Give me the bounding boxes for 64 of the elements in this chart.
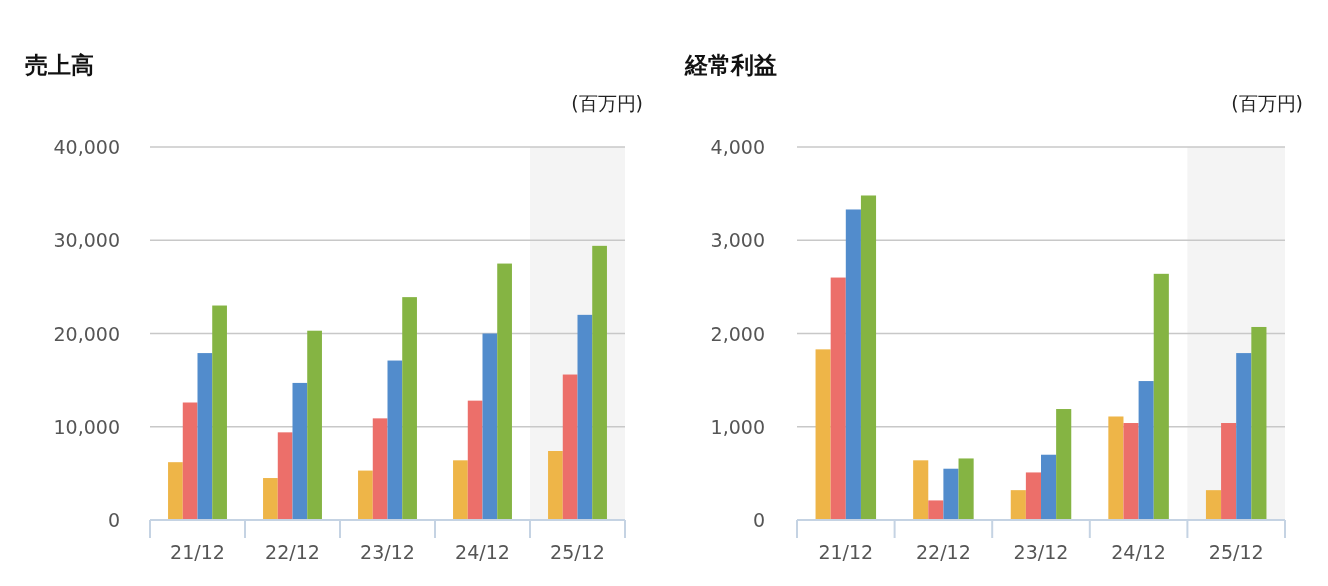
y-tick-label: 3,000 (710, 229, 765, 252)
bar (212, 305, 227, 520)
y-tick-label: 0 (752, 509, 765, 531)
bar (1205, 490, 1222, 520)
bar (577, 314, 593, 520)
bar (1153, 273, 1169, 520)
bar (1056, 409, 1072, 520)
bar (402, 297, 417, 520)
bar (263, 478, 278, 520)
x-tick-label: 21/12 (170, 541, 225, 563)
bar (1123, 423, 1139, 520)
x-tick-label: 23/12 (360, 541, 415, 563)
y-tick-label: 30,000 (53, 229, 120, 252)
y-tick-label: 0 (107, 509, 120, 531)
chart-title: 売上高 (25, 52, 94, 78)
x-tick-label: 22/12 (916, 541, 971, 563)
y-tick-label: 20,000 (53, 322, 120, 345)
bar (958, 458, 974, 520)
bar (1221, 423, 1237, 520)
x-tick-label: 25/12 (550, 541, 605, 563)
bar (197, 353, 213, 520)
chart-title: 経常利益 (684, 52, 777, 78)
bar (307, 330, 322, 520)
bar (1236, 353, 1252, 520)
bar (592, 245, 607, 520)
bar (830, 277, 846, 520)
bar (168, 462, 183, 520)
bar (467, 400, 483, 520)
bar (372, 418, 388, 520)
bar (562, 374, 578, 520)
bar (815, 349, 831, 520)
y-tick-label: 1,000 (710, 415, 765, 438)
x-tick-label: 22/12 (265, 541, 320, 563)
bar (913, 460, 929, 520)
bar (548, 451, 563, 520)
y-axis-title: (百万円) (1231, 92, 1303, 114)
x-tick-label: 21/12 (818, 541, 874, 563)
x-tick-label: 24/12 (455, 541, 510, 563)
x-tick-label: 24/12 (1111, 541, 1166, 563)
bar (182, 402, 198, 520)
bar (1041, 454, 1057, 520)
bar (482, 333, 498, 520)
bar (1025, 472, 1041, 520)
x-tick-label: 23/12 (1013, 541, 1069, 563)
bar (943, 468, 959, 520)
y-tick-label: 2,000 (710, 322, 765, 345)
bar (1138, 381, 1154, 520)
x-tick-label: 25/12 (1208, 541, 1264, 563)
bar (928, 500, 944, 520)
bar (453, 460, 468, 520)
bar (358, 470, 373, 520)
y-tick-label: 40,000 (53, 136, 120, 158)
bar (860, 195, 877, 520)
bar (1251, 326, 1267, 520)
bar (1010, 490, 1026, 520)
y-tick-label: 10,000 (53, 415, 120, 438)
bar (845, 209, 861, 520)
bar (387, 360, 403, 520)
bar (277, 432, 293, 520)
y-axis-title: (百万円) (571, 92, 643, 114)
y-tick-label: 4,000 (710, 136, 765, 158)
bar (1108, 416, 1124, 520)
bar (497, 263, 512, 520)
bar (292, 382, 308, 520)
